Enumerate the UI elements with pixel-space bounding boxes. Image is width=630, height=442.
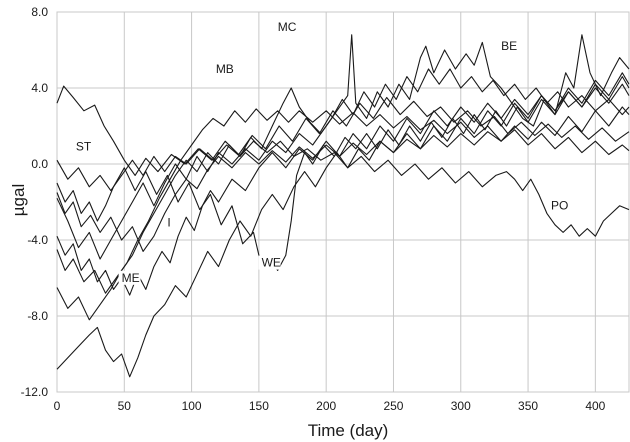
y-axis-title: µgal: [9, 184, 28, 216]
series-line-me: [56, 83, 630, 296]
series-line-st: [56, 85, 630, 176]
series-label-po: PO: [551, 199, 568, 213]
series-label-backdrop: [118, 270, 141, 285]
series-label-backdrop: [72, 139, 95, 154]
series-label-mc: MC: [278, 20, 297, 34]
series-label-backdrop: [274, 20, 297, 34]
x-tick-label: 200: [316, 399, 336, 413]
series-label-be: BE: [501, 39, 517, 53]
series-label-me: ME: [122, 271, 140, 285]
x-tick-label: 100: [182, 399, 202, 413]
series-line-we: [56, 76, 630, 271]
series-label-mb: MB: [216, 62, 234, 76]
x-tick-label: 50: [118, 399, 132, 413]
series-line-po: [56, 140, 630, 237]
y-tick-label: -4.0: [27, 233, 48, 247]
plot-frame: [56, 11, 630, 393]
x-axis-ticks: 0 50 100 150 200 250 300 350 400: [54, 399, 606, 413]
series-line-be: [56, 34, 630, 260]
x-axis-title: Time (day): [308, 421, 389, 440]
x-tick-label: 350: [518, 399, 538, 413]
series-label-backdrop: [212, 61, 235, 76]
x-tick-label: 150: [249, 399, 269, 413]
x-tick-label: 250: [383, 399, 403, 413]
series-line-mb: [56, 108, 630, 294]
x-tick-label: 400: [585, 399, 605, 413]
series-label-backdrop: [498, 39, 521, 53]
series-line-mc: [56, 68, 630, 321]
series-label-backdrop: [164, 215, 178, 230]
series-line-unlabeled-8: [56, 72, 630, 378]
y-axis-ticks: -12.0 -8.0 -4.0 0.0 4.0 8.0: [21, 5, 49, 399]
series-label-we: WE: [262, 256, 281, 270]
y-tick-label: -12.0: [21, 385, 49, 399]
series-label-st: ST: [76, 140, 92, 154]
y-tick-label: 0.0: [31, 157, 48, 171]
series-label-backdrop: [258, 255, 281, 270]
y-tick-label: 8.0: [31, 5, 48, 19]
series-lines: [56, 34, 630, 378]
series-label-i: I: [167, 216, 170, 230]
grid: [56, 11, 630, 393]
y-tick-label: 4.0: [31, 81, 48, 95]
series-labels: ST I ME MB MC WE BE PO: [72, 20, 570, 285]
x-tick-label: 0: [54, 399, 61, 413]
x-tick-label: 300: [451, 399, 471, 413]
y-tick-label: -8.0: [27, 309, 48, 323]
series-label-backdrop: [547, 198, 570, 213]
